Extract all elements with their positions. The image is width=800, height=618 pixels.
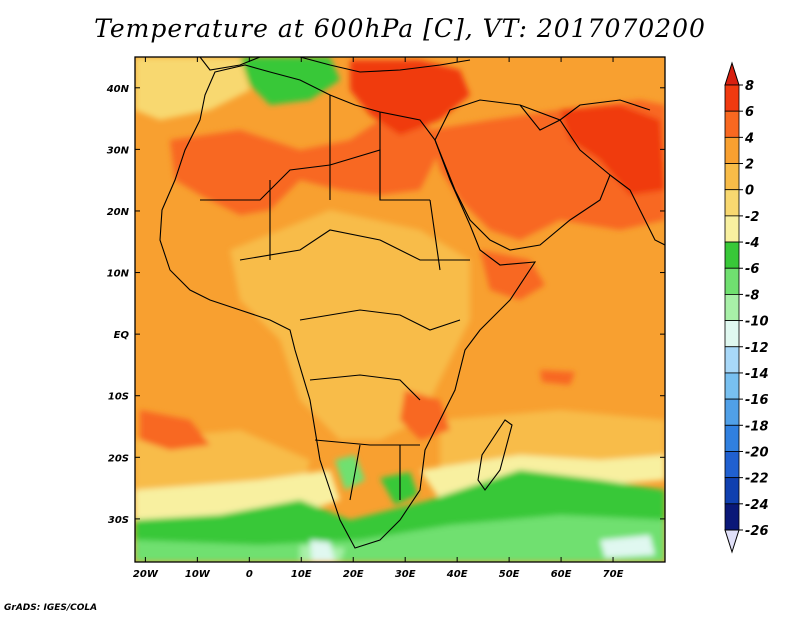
- colorbar-label: -18: [745, 419, 769, 434]
- field-zone-green-mediterranean: [240, 57, 340, 105]
- x-tick-label: 60E: [551, 569, 572, 580]
- field-zone-pale-north: [135, 57, 250, 120]
- colorbar-swatch: [724, 84, 740, 112]
- europe-coastline: [199, 57, 471, 73]
- temperature-field: [135, 57, 665, 562]
- colorbar-label: -4: [745, 236, 759, 251]
- colorbar-label: 2: [745, 158, 754, 173]
- border-5: [314, 439, 420, 446]
- colorbar-swatch: [724, 267, 740, 295]
- x-tick-label: 10E: [291, 569, 312, 580]
- border-7: [349, 444, 401, 501]
- colorbar-label: -22: [745, 472, 769, 487]
- coastlines: [159, 57, 665, 549]
- colorbar-label: -10: [745, 315, 769, 330]
- colorbar-swatch: [724, 424, 740, 452]
- field-zone-green-botswana: [380, 472, 418, 505]
- y-tick-label: 30S: [108, 515, 129, 526]
- colorbar-label: 4: [744, 131, 754, 146]
- border-2: [239, 229, 470, 261]
- y-tick-label: 30N: [107, 145, 130, 156]
- x-tick-label: 40E: [446, 569, 468, 580]
- y-tick-label: 10S: [108, 392, 129, 403]
- y-tick-label: 20N: [107, 207, 130, 218]
- x-tick-label: 30E: [395, 569, 416, 580]
- colorbar-label: -6: [745, 262, 759, 277]
- colorbar-swatch: [724, 320, 740, 348]
- arabia-coastline: [434, 99, 611, 251]
- field-zone-warm-mozambique: [400, 390, 450, 440]
- field-zone-cyan-1: [310, 540, 335, 562]
- colorbar-swatch: [724, 163, 740, 191]
- colorbar-label: 8: [745, 79, 754, 94]
- field-zone-hot-indian-ocean: [540, 370, 575, 385]
- colorbar: 8 6 4 2 0 -2 -4 -6 -8 -10 -12 -14 -16 -18 -20 -22 -24 -26: [724, 61, 769, 554]
- x-axis: 20W 10W 0 10E 20E 30E 40E 50E 60E 70E: [133, 57, 624, 580]
- colorbar-label: -14: [745, 367, 769, 382]
- x-tick-label: 0: [246, 569, 253, 580]
- field-zone-central-africa: [230, 210, 470, 440]
- y-tick-label: EQ: [114, 330, 130, 341]
- x-tick-label: 10W: [185, 569, 211, 580]
- colorbar-swatch: [724, 503, 740, 531]
- colorbar-swatch: [724, 110, 740, 138]
- africa-coastline: [159, 64, 537, 549]
- y-axis: 40N 30N 20N 10N EQ 10S 20S 30S: [106, 84, 665, 526]
- colorbar-label: 6: [745, 105, 754, 120]
- plot-frame: [134, 56, 666, 563]
- colorbar-swatch: [724, 136, 740, 164]
- field-zone-warm-atlantic: [140, 410, 210, 450]
- x-tick-label: 20E: [343, 569, 364, 580]
- india-coastline: [609, 174, 665, 246]
- colorbar-bottom-arrow: [724, 529, 740, 554]
- border-6: [269, 95, 441, 271]
- colorbar-label: -2: [745, 210, 759, 225]
- colorbar-label: -20: [745, 445, 769, 460]
- colorbar-label: -16: [745, 393, 769, 408]
- colorbar-swatch: [724, 372, 740, 400]
- colorbar-swatch: [724, 215, 740, 243]
- colorbar-label: 0: [745, 184, 754, 199]
- colorbar-swatch: [724, 241, 740, 269]
- border-8: [519, 99, 651, 131]
- colorbar-label: -26: [745, 524, 769, 539]
- colorbar-top-arrow: [724, 61, 740, 86]
- field-zone-lightgreen-southern: [135, 515, 665, 562]
- y-tick-label: 40N: [106, 84, 130, 95]
- grads-credit: GrADS: IGES/COLA: [4, 603, 98, 613]
- colorbar-swatch: [724, 451, 740, 479]
- y-tick-label: 20S: [108, 453, 129, 464]
- colorbar-label: -12: [745, 341, 769, 356]
- madagascar-coastline: [477, 419, 513, 491]
- y-tick-label: 10N: [107, 269, 130, 280]
- field-zone-warm-sahara: [170, 110, 440, 215]
- field-zone-green-south-africa: [335, 455, 365, 490]
- x-tick-label: 70E: [603, 569, 624, 580]
- colorbar-swatch: [724, 346, 740, 374]
- colorbar-swatch: [724, 189, 740, 217]
- colorbar-swatch: [724, 398, 740, 426]
- x-tick-label: 20W: [133, 569, 159, 580]
- colorbar-swatch: [724, 477, 740, 505]
- border-4: [309, 374, 421, 401]
- colorbar-swatch: [724, 294, 740, 321]
- border-3: [299, 309, 461, 331]
- x-tick-label: 50E: [499, 569, 520, 580]
- field-zone-hot-iran: [560, 105, 665, 195]
- field-zone-cyan-2: [600, 535, 655, 558]
- colorbar-label: -8: [745, 288, 759, 303]
- map-title: Temperature at 600hPa [C], VT: 201707020…: [94, 14, 706, 43]
- colorbar-label: -24: [745, 498, 769, 513]
